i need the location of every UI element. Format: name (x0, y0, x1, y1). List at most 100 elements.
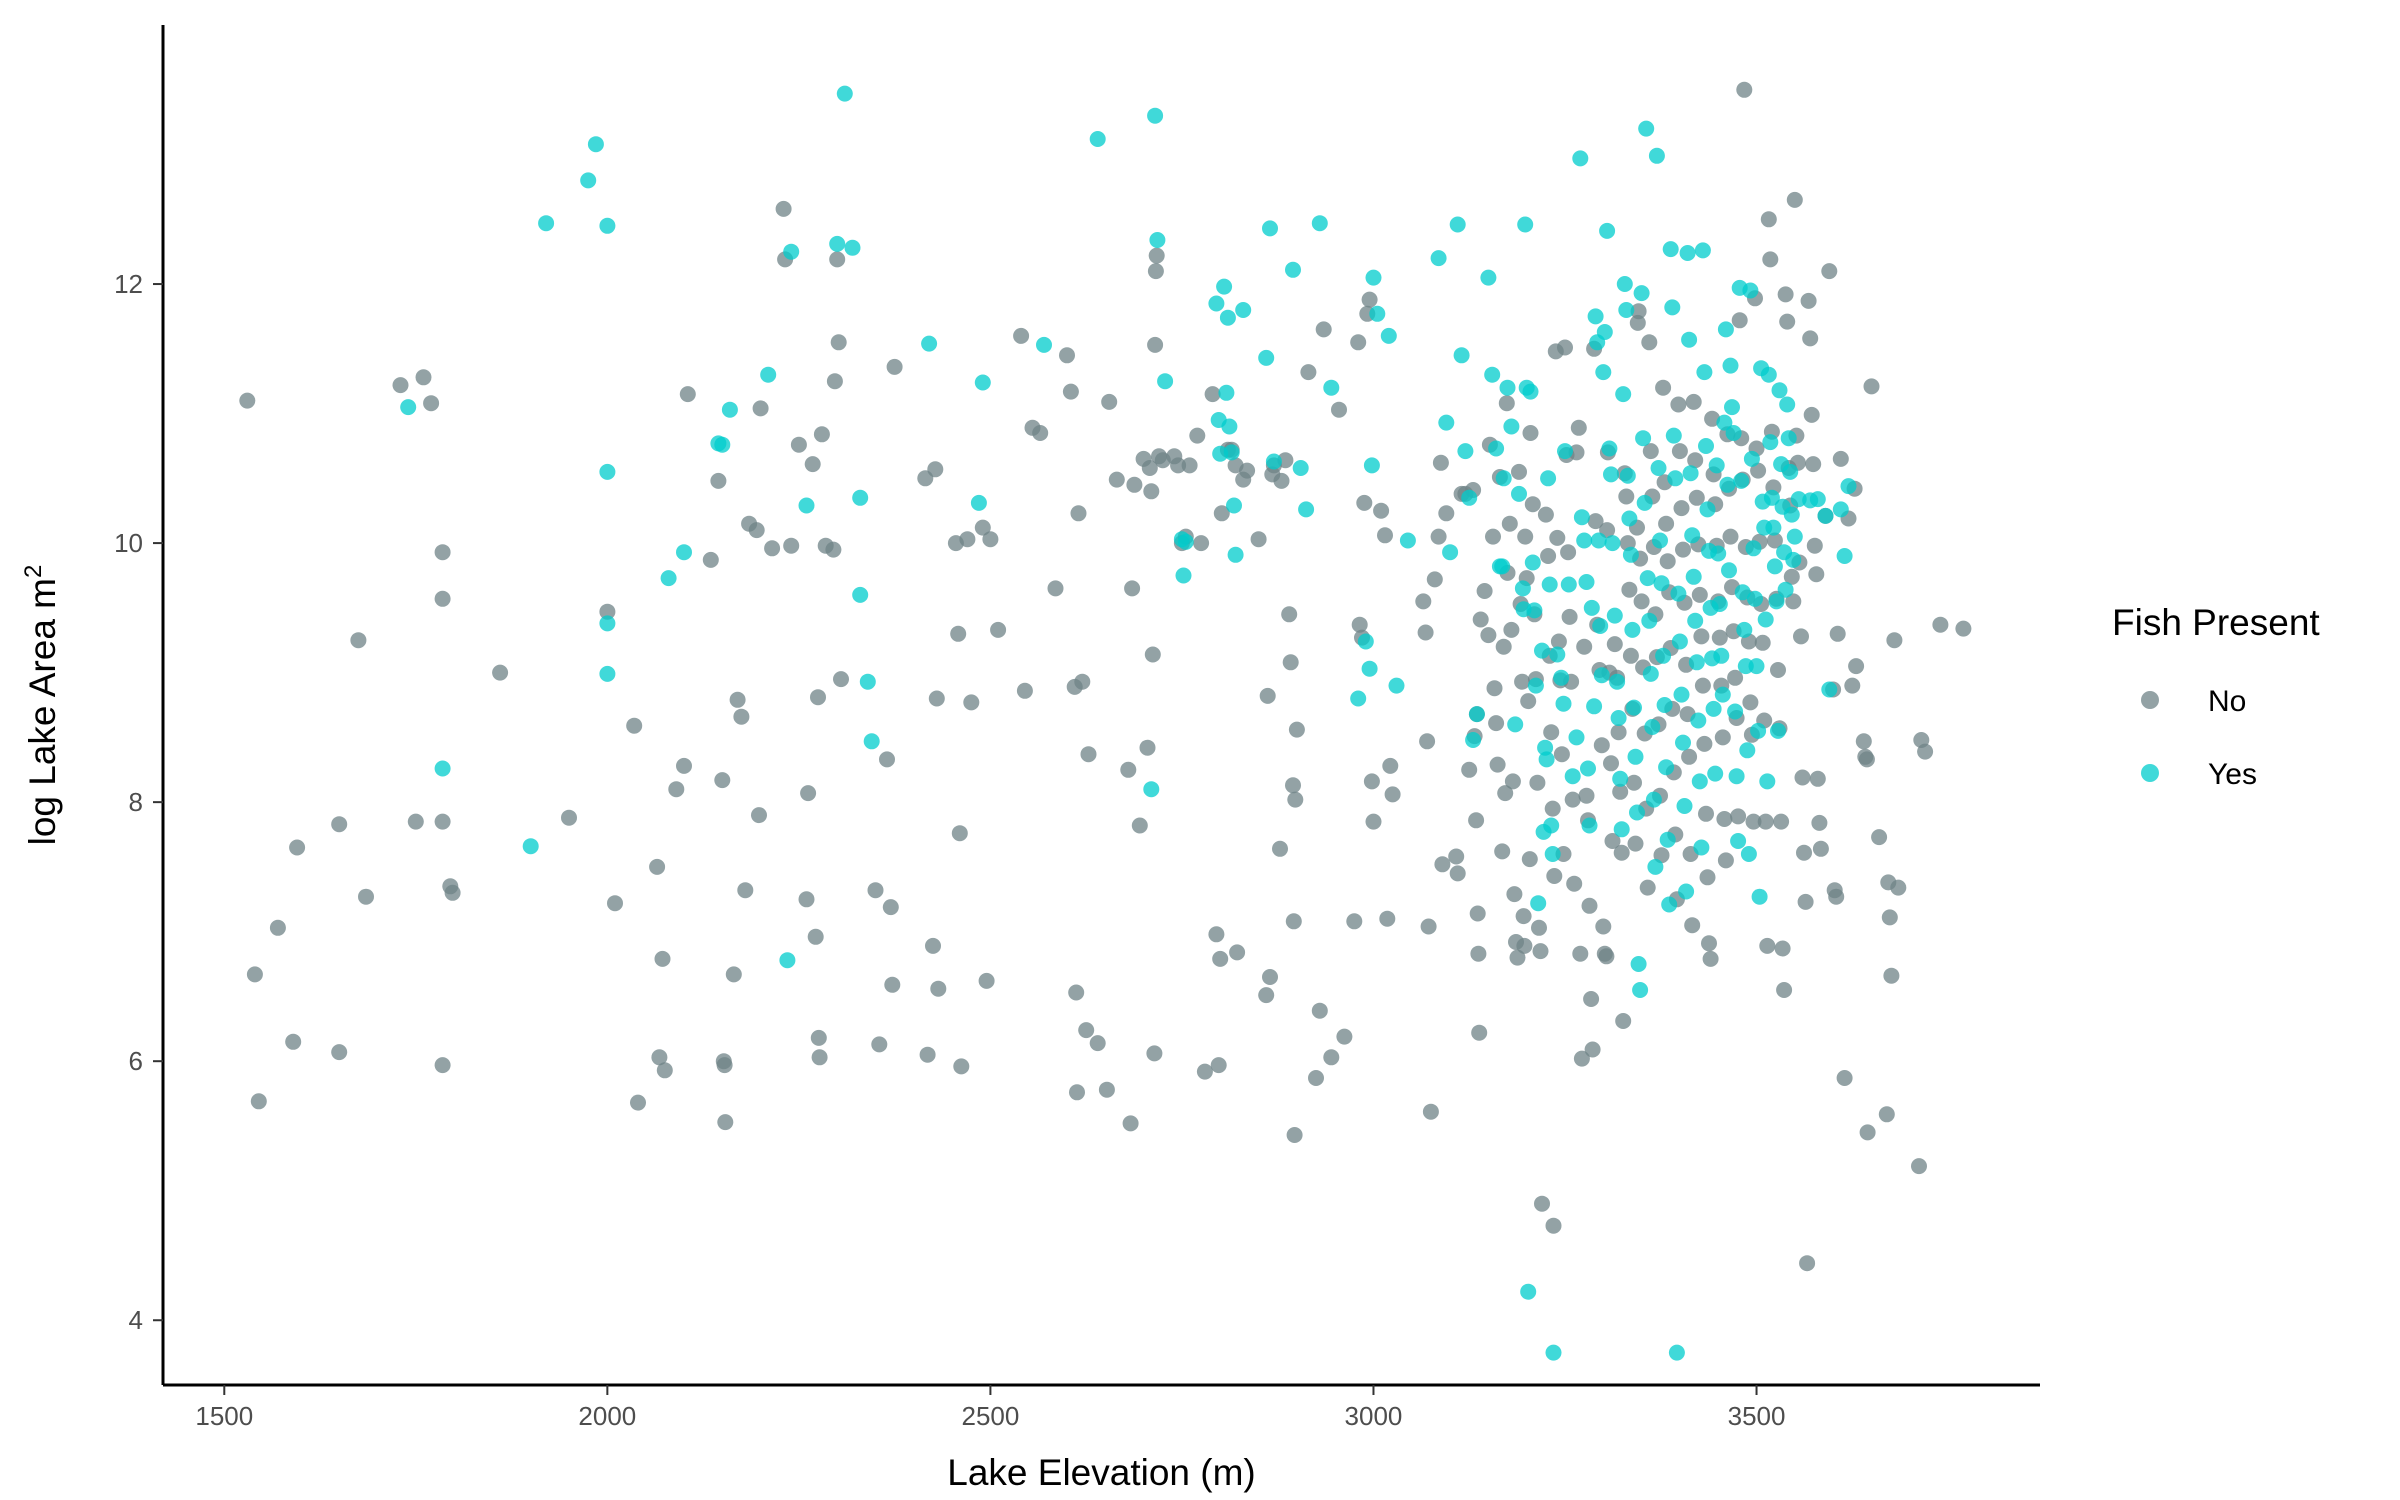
point-no (654, 950, 671, 967)
point-yes (1499, 379, 1516, 396)
point-no (1504, 773, 1521, 790)
point-no (1642, 443, 1659, 460)
point-no (1863, 378, 1880, 395)
point-no (1047, 580, 1064, 597)
legend: Fish Present No Yes (2112, 602, 2320, 791)
point-no (1613, 844, 1630, 861)
point-no (1836, 1070, 1853, 1086)
point-yes (1517, 216, 1534, 233)
point-no (783, 537, 800, 554)
point-yes (1177, 533, 1194, 550)
point-no (1286, 1127, 1303, 1143)
point-yes (1645, 791, 1662, 808)
point-yes (1540, 470, 1557, 487)
point-no (950, 625, 967, 642)
point-no (928, 690, 945, 707)
point-yes (1603, 466, 1619, 483)
point-yes (921, 335, 938, 352)
point-yes (829, 235, 846, 252)
point-no (1598, 948, 1615, 965)
point-yes (1762, 434, 1779, 451)
point-yes (1143, 781, 1160, 798)
point-no (811, 1049, 828, 1066)
point-no (1848, 658, 1865, 675)
point-no (676, 757, 692, 774)
point-no (1377, 527, 1393, 544)
point-no (1581, 897, 1598, 914)
point-no (800, 785, 817, 802)
point-no (1610, 724, 1627, 741)
point-yes (599, 217, 616, 234)
point-no (1311, 1002, 1328, 1019)
point-no (1514, 673, 1531, 690)
point-no (1509, 949, 1526, 966)
point-no (879, 751, 895, 768)
point-no (1350, 334, 1367, 351)
point-no (1212, 950, 1229, 967)
point-yes (1653, 575, 1670, 592)
point-yes (1768, 593, 1785, 610)
point-no (798, 891, 815, 908)
point-no (1529, 774, 1546, 791)
point-yes (1699, 501, 1716, 518)
point-no (1430, 528, 1447, 545)
point-yes (1553, 669, 1570, 686)
point-yes (1679, 245, 1696, 261)
point-yes (1676, 798, 1693, 814)
point-yes (1606, 607, 1623, 624)
point-no (651, 1049, 668, 1066)
point-no (925, 937, 941, 954)
point-no (1701, 935, 1717, 952)
x-tick-label: 2000 (578, 1401, 636, 1431)
point-yes (1507, 716, 1524, 733)
point-no (1098, 1081, 1115, 1098)
point-no (1534, 1195, 1550, 1212)
point-yes (1691, 773, 1708, 790)
point-no (1783, 568, 1800, 585)
point-no (1770, 662, 1786, 678)
point-yes (1219, 309, 1236, 326)
point-no (1495, 638, 1512, 655)
point-yes (970, 494, 987, 511)
point-yes (1693, 839, 1710, 856)
point-yes (1840, 478, 1857, 495)
point-no (1069, 1084, 1085, 1101)
point-yes (1785, 551, 1802, 568)
point-no (1361, 291, 1378, 308)
point-yes (1719, 476, 1736, 493)
point-no (1323, 1049, 1340, 1066)
point-yes (1430, 250, 1447, 267)
point-no (1633, 593, 1650, 610)
point-yes (1685, 568, 1702, 585)
point-yes (434, 760, 451, 777)
point-yes (1684, 527, 1701, 544)
point-yes (1782, 463, 1799, 480)
point-no (1670, 396, 1687, 413)
y-tick-label: 6 (129, 1046, 143, 1076)
point-no (1760, 211, 1777, 228)
point-no (930, 980, 947, 997)
point-yes (1707, 765, 1724, 782)
point-yes (1380, 327, 1397, 344)
point-no (1193, 535, 1210, 552)
point-no (826, 373, 843, 390)
point-yes (1599, 222, 1616, 239)
point-no (886, 358, 903, 375)
point-no (1545, 1217, 1562, 1234)
point-no (1108, 471, 1125, 488)
point-no (1550, 633, 1567, 650)
point-no (1300, 364, 1317, 381)
point-no (1122, 1115, 1139, 1132)
point-yes (1461, 489, 1478, 506)
point-yes (1783, 506, 1800, 523)
y-tick-label: 8 (129, 787, 143, 817)
point-yes (1484, 366, 1501, 383)
point-no (1630, 303, 1647, 320)
point-yes (1635, 430, 1652, 447)
point-yes (1832, 501, 1849, 518)
point-no (1694, 677, 1711, 694)
point-no (630, 1094, 646, 1111)
point-no (1434, 856, 1451, 873)
point-no (649, 858, 666, 875)
point-no (1711, 629, 1728, 646)
